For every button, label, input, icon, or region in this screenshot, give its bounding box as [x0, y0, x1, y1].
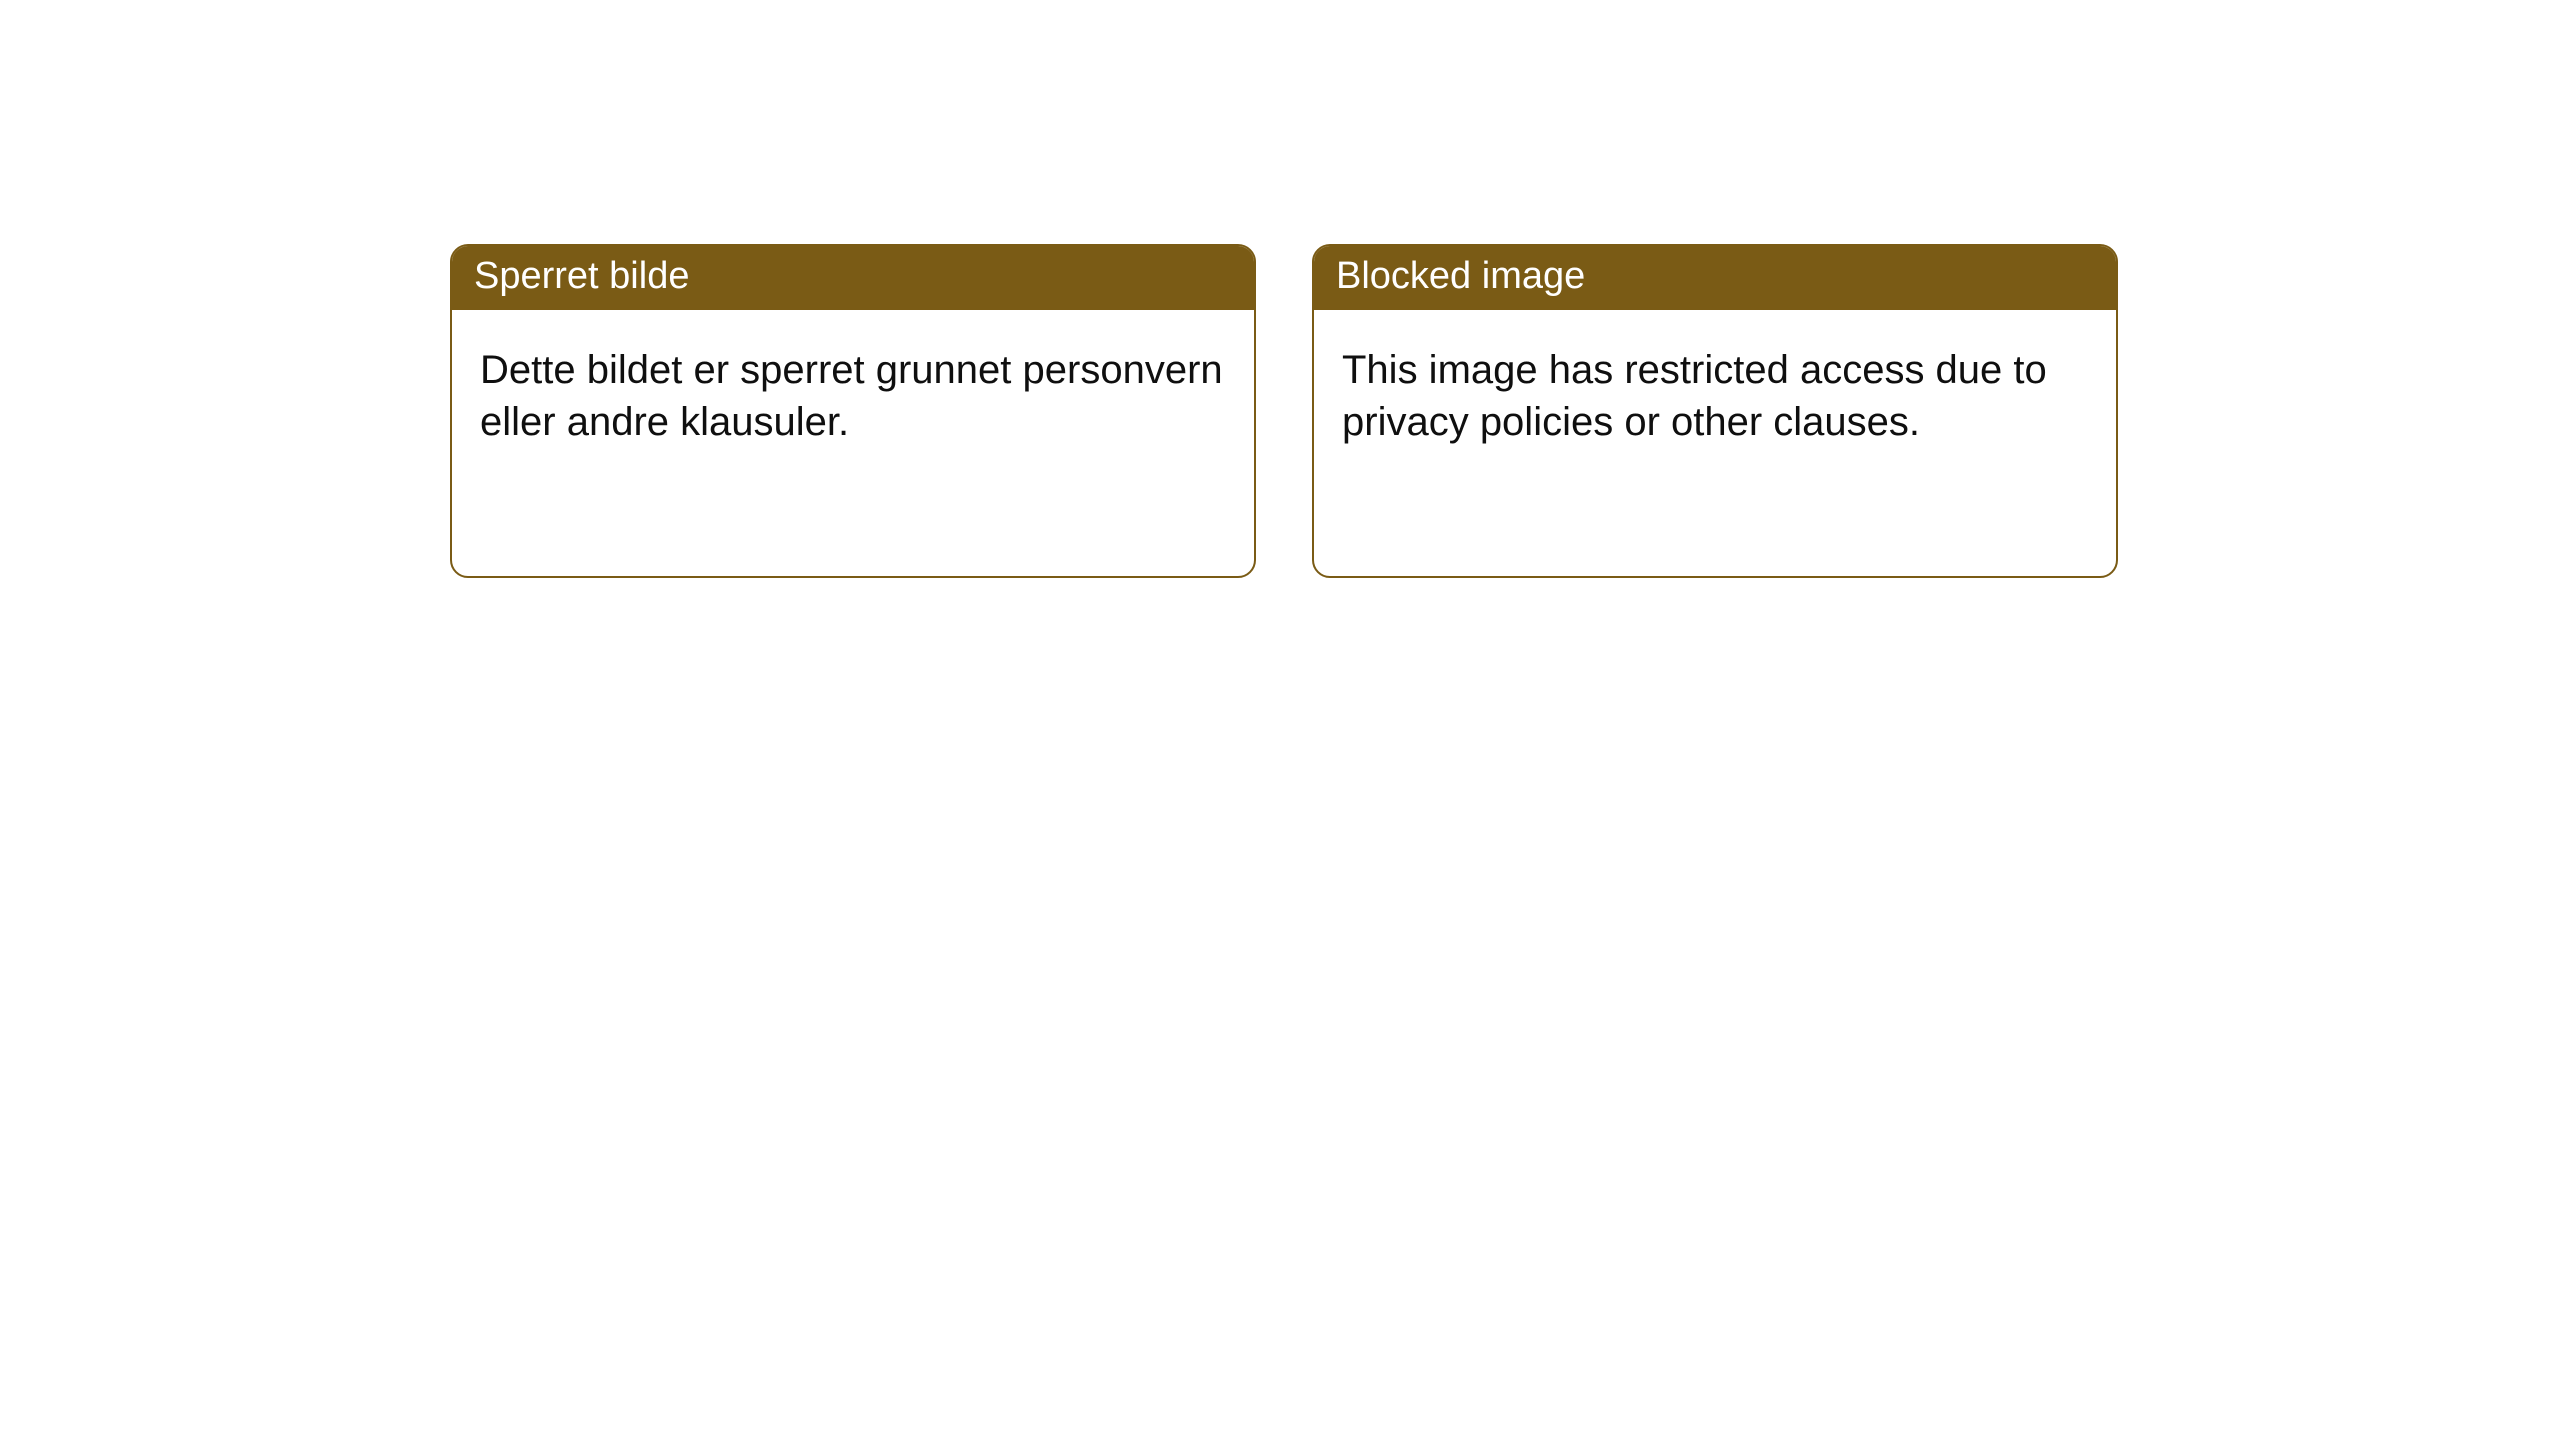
notice-container: Sperret bilde Dette bildet er sperret gr…: [0, 0, 2560, 578]
notice-card-en: Blocked image This image has restricted …: [1312, 244, 2118, 578]
notice-body: Dette bildet er sperret grunnet personve…: [452, 310, 1254, 476]
notice-card-no: Sperret bilde Dette bildet er sperret gr…: [450, 244, 1256, 578]
notice-title: Sperret bilde: [452, 246, 1254, 310]
notice-title: Blocked image: [1314, 246, 2116, 310]
notice-body: This image has restricted access due to …: [1314, 310, 2116, 476]
